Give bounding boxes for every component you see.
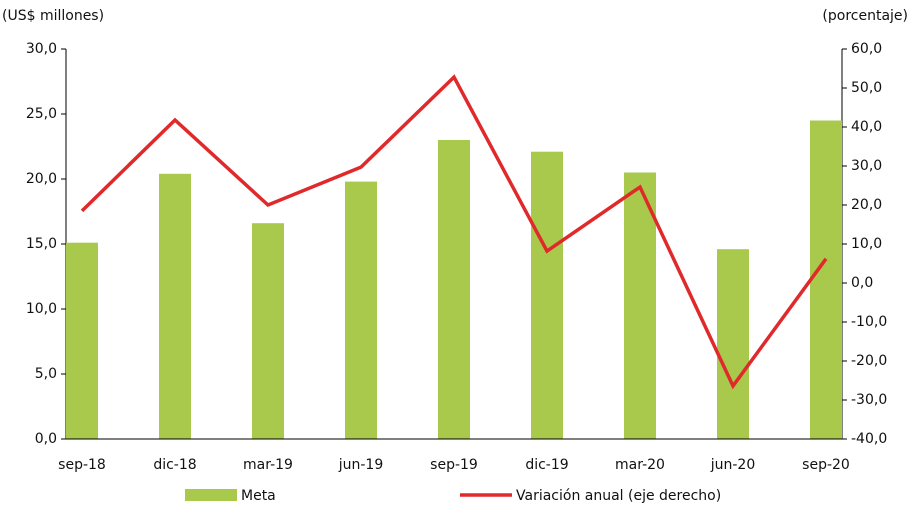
- y-tick-label: 15,0: [26, 236, 57, 252]
- y2-tick-label: 10,0: [851, 236, 882, 252]
- x-tick-label: sep-19: [430, 457, 478, 473]
- bar: [345, 181, 377, 439]
- x-tick-label: dic-19: [525, 457, 568, 473]
- legend-swatch: [185, 489, 237, 501]
- x-tick-label: sep-20: [802, 457, 850, 473]
- bar: [624, 172, 656, 439]
- bar: [810, 120, 842, 439]
- y-tick-label: 30,0: [26, 41, 57, 57]
- x-tick-label: mar-19: [243, 457, 293, 473]
- bar: [438, 140, 470, 439]
- x-tick-label: jun-20: [710, 457, 756, 473]
- y2-tick-label: 60,0: [851, 41, 882, 57]
- bar: [531, 151, 563, 439]
- y2-tick-label: 40,0: [851, 119, 882, 135]
- y-tick-label: 25,0: [26, 106, 57, 122]
- y2-tick-label: 20,0: [851, 197, 882, 213]
- y2-tick-label: 30,0: [851, 158, 882, 174]
- y2-axis-label: (porcentaje): [822, 8, 908, 24]
- legend-label: Variación anual (eje derecho): [516, 488, 721, 504]
- y2-tick-label: 50,0: [851, 80, 882, 96]
- bar: [717, 249, 749, 439]
- y-tick-label: 10,0: [26, 301, 57, 317]
- y2-tick-label: -20,0: [851, 353, 887, 369]
- line: [80, 74, 828, 390]
- x-tick-label: sep-18: [58, 457, 106, 473]
- y-tick-label: 0,0: [35, 431, 57, 447]
- x-tick-label: dic-18: [153, 457, 196, 473]
- bar: [252, 223, 284, 439]
- legend-label: Meta: [241, 488, 276, 504]
- bar: [66, 242, 98, 439]
- y-axis-label: (US$ millones): [2, 8, 104, 24]
- y-tick-label: 20,0: [26, 171, 57, 187]
- y2-tick-label: -40,0: [851, 431, 887, 447]
- y2-tick-label: 0,0: [851, 275, 873, 291]
- y2-tick-label: -30,0: [851, 392, 887, 408]
- y2-tick-label: -10,0: [851, 314, 887, 330]
- y-tick-label: 5,0: [35, 366, 57, 382]
- x-tick-label: jun-19: [338, 457, 384, 473]
- x-tick-label: mar-20: [615, 457, 665, 473]
- bar: [159, 173, 191, 440]
